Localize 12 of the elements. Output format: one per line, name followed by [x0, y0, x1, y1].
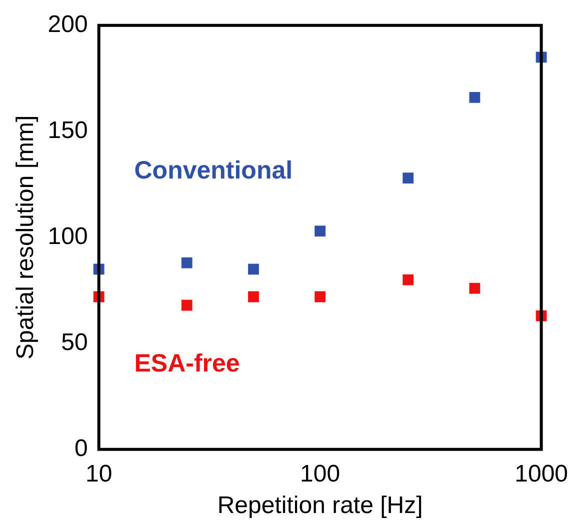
x-tick-label: 1000 [514, 460, 568, 488]
x-tick-label: 100 [300, 460, 340, 488]
y-tick-label: 100 [48, 223, 88, 250]
y-tick-label: 0 [74, 435, 88, 462]
series-label: ESA-free [134, 349, 240, 378]
series-label: Conventional [134, 156, 293, 185]
y-axis-title: Spatial resolution [mm] [12, 115, 40, 360]
x-tick-label: 10 [85, 460, 112, 488]
y-tick-label: 150 [48, 117, 88, 144]
y-tick-label: 200 [48, 11, 88, 38]
y-tick-label: 50 [61, 329, 88, 356]
x-axis-title: Repetition rate [Hz] [217, 492, 423, 520]
